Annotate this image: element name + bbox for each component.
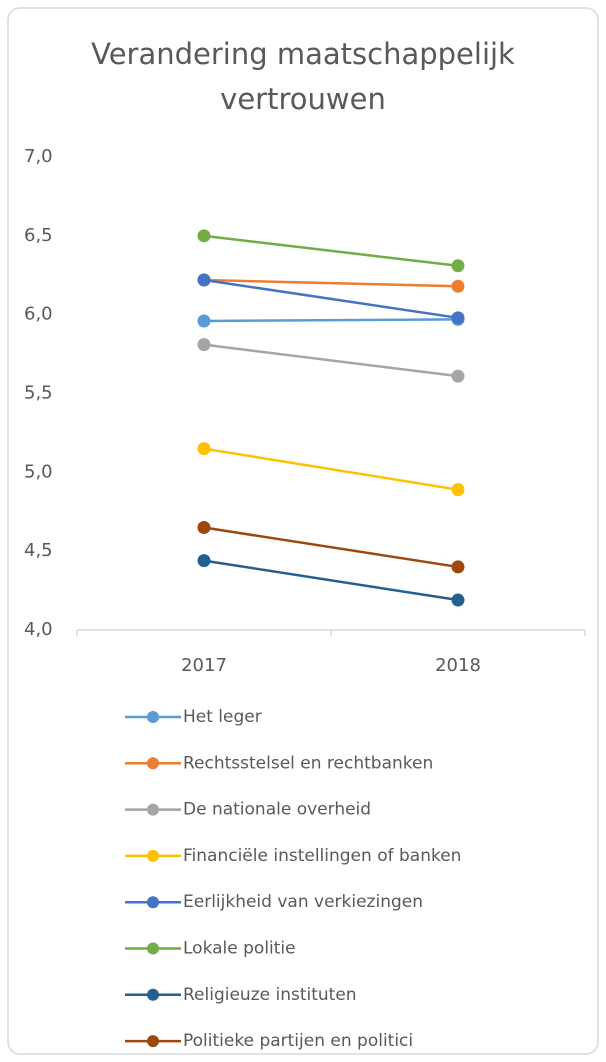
data-point (197, 521, 211, 535)
legend-marker (147, 849, 159, 862)
series-line (203, 278, 459, 320)
chart-border (7, 7, 599, 1055)
series-line (203, 447, 459, 491)
legend-marker (147, 896, 159, 909)
legend-label: Het leger (183, 707, 262, 727)
series-line (203, 318, 459, 323)
data-point (451, 369, 465, 383)
legend-label: Financiële instellingen of banken (183, 846, 461, 866)
legend-marker (147, 757, 159, 770)
y-tick-label: 5,0 (24, 461, 53, 482)
legend-marker (147, 1035, 159, 1048)
legend-label: Rechtsstelsel en rechtbanken (183, 753, 433, 773)
legend-label: Politieke partijen en politici (183, 1031, 413, 1051)
series-line (203, 526, 459, 569)
y-tick-label: 4,5 (24, 540, 53, 561)
data-point (197, 273, 211, 287)
data-point (197, 338, 211, 352)
series-line (203, 278, 459, 288)
legend-label: De nationale overheid (183, 800, 371, 820)
legend-marker (147, 988, 159, 1001)
y-tick-label: 7,0 (24, 146, 53, 167)
series-line (203, 234, 459, 268)
legend-label: Eerlijkheid van verkiezingen (183, 892, 423, 912)
series-line (203, 559, 459, 602)
legend-marker (147, 942, 159, 955)
x-tick-label: 2018 (435, 655, 481, 676)
x-tick-label: 2017 (181, 655, 227, 676)
y-tick-label: 6,5 (24, 225, 53, 246)
data-point (451, 560, 465, 574)
legend-marker (147, 711, 159, 723)
data-point (451, 593, 465, 607)
data-point (451, 279, 465, 293)
data-point (197, 554, 211, 568)
series-line (203, 343, 459, 378)
legend-label: Lokale politie (183, 939, 296, 959)
data-point (197, 314, 211, 328)
legend-label: Religieuze instituten (183, 985, 357, 1005)
y-tick-label: 5,5 (24, 383, 53, 404)
data-point (197, 229, 211, 243)
chart-title: Verandering maatschappelijk vertrouwen (91, 37, 515, 116)
data-point (451, 311, 465, 325)
data-point (451, 483, 465, 497)
data-point (451, 259, 465, 273)
y-tick-label: 6,0 (24, 304, 53, 325)
data-point (197, 442, 211, 456)
y-tick-label: 4,0 (24, 619, 53, 640)
legend-marker (147, 803, 159, 816)
